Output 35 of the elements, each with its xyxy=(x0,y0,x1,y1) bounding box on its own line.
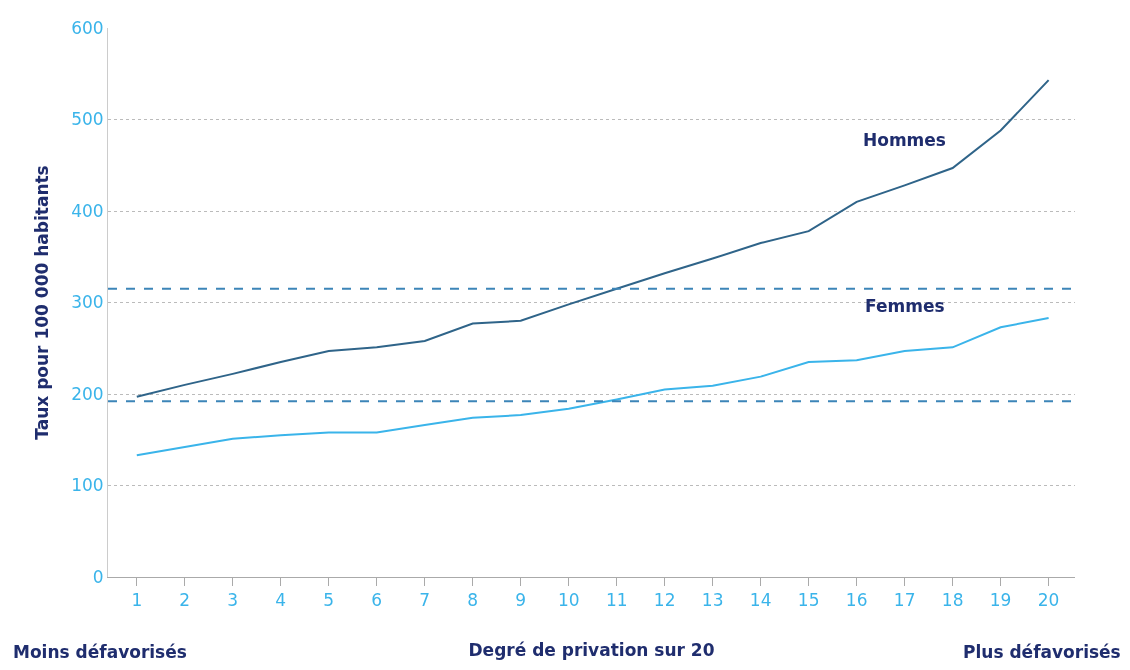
x-tick-label: 17 xyxy=(893,590,916,611)
y-tick-label: 600 xyxy=(71,17,104,38)
x-tick-label: 7 xyxy=(419,590,431,611)
text: Moins défavorisés xyxy=(13,642,187,662)
x-tick-label: 14 xyxy=(749,590,772,611)
x-tick-label: 9 xyxy=(515,590,527,611)
x-tick-label: 1 xyxy=(131,590,143,611)
x-tick-label: 20 xyxy=(1037,590,1060,611)
line-series xyxy=(135,79,1050,398)
x-tick-label: 3 xyxy=(227,590,239,611)
line-series xyxy=(135,317,1050,457)
y-tick-label: 100 xyxy=(71,475,104,496)
y-tick-label: 200 xyxy=(71,383,104,404)
x-tick-label: 10 xyxy=(557,590,580,611)
y-axis-title: Taux pour 100 000 habitants xyxy=(31,165,52,440)
y-tick-label: 500 xyxy=(71,109,104,130)
x-tick-label: 11 xyxy=(605,590,628,611)
x-axis-title: Degré de privation sur 20 xyxy=(468,639,715,660)
x-tick-label: 18 xyxy=(941,590,964,611)
x-tick-label: 8 xyxy=(467,590,479,611)
y-tick-label: 0 xyxy=(92,566,104,587)
x-tick-label: 13 xyxy=(701,590,724,611)
x-tick-label: 16 xyxy=(845,590,868,611)
x-tick-label: 4 xyxy=(275,590,287,611)
x-tick-label: 15 xyxy=(797,590,820,611)
text: Plus défavorisés xyxy=(963,642,1121,662)
series-label: Femmes xyxy=(865,296,945,316)
x-tick-label: 5 xyxy=(323,590,335,611)
x-tick-label: 6 xyxy=(371,590,383,611)
y-tick-label: 400 xyxy=(71,200,104,221)
y-tick-label: 300 xyxy=(71,292,104,313)
x-tick-label: 12 xyxy=(653,590,676,611)
x-tick-label: 19 xyxy=(989,590,1012,611)
series-label: Hommes xyxy=(863,130,946,150)
x-tick-label: 2 xyxy=(179,590,191,611)
